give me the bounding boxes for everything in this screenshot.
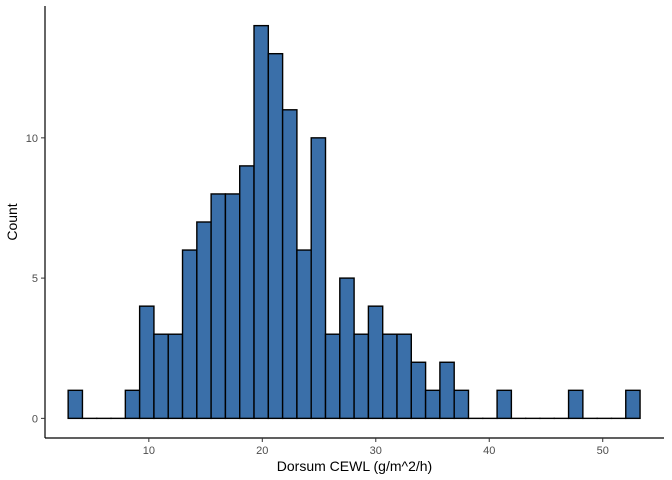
histogram-bar — [424, 389, 441, 420]
histogram-bar — [381, 333, 398, 420]
histogram-bar — [496, 389, 513, 420]
x-tick-label: 40 — [483, 445, 495, 457]
histogram-bar — [167, 333, 184, 420]
histogram-bar — [567, 389, 584, 420]
histogram-bar — [267, 52, 284, 420]
histogram-bar — [339, 277, 355, 420]
histogram-bar — [410, 361, 427, 420]
histogram-bar — [310, 137, 327, 420]
histogram-bar — [138, 305, 155, 420]
y-tick-label: 5 — [32, 273, 38, 285]
y-tick-label: 10 — [26, 133, 38, 145]
histogram-bar — [296, 249, 312, 420]
histogram-bar — [367, 305, 384, 420]
histogram-bar — [253, 24, 270, 420]
histogram-bar — [224, 193, 241, 420]
histogram-bar — [181, 249, 198, 420]
x-tick-label: 20 — [256, 445, 268, 457]
histogram-bar — [281, 109, 298, 420]
y-tick-label: 0 — [32, 413, 38, 425]
histogram-bar — [196, 221, 212, 420]
x-tick-label: 10 — [143, 445, 155, 457]
histogram-bar — [625, 389, 641, 420]
x-tick-label: 30 — [370, 445, 382, 457]
histogram-bar — [67, 389, 84, 420]
histogram-bar — [353, 333, 370, 420]
histogram-bar — [239, 165, 255, 420]
x-axis-title: Dorsum CEWL (g/m^2/h) — [277, 458, 432, 474]
histogram-bar — [453, 389, 470, 420]
y-axis-title: Count — [4, 203, 20, 240]
histogram-bar — [153, 333, 169, 420]
histogram-bar — [210, 193, 227, 420]
bars-group — [67, 24, 641, 420]
y-axis-ticks: 0 5 10 — [26, 133, 45, 425]
x-axis-ticks: 10 20 30 40 50 — [143, 438, 609, 457]
histogram-bar — [439, 361, 455, 420]
histogram-bar — [324, 333, 341, 420]
histogram-bar — [124, 389, 141, 420]
x-tick-label: 50 — [597, 445, 609, 457]
histogram-bar — [396, 333, 412, 420]
